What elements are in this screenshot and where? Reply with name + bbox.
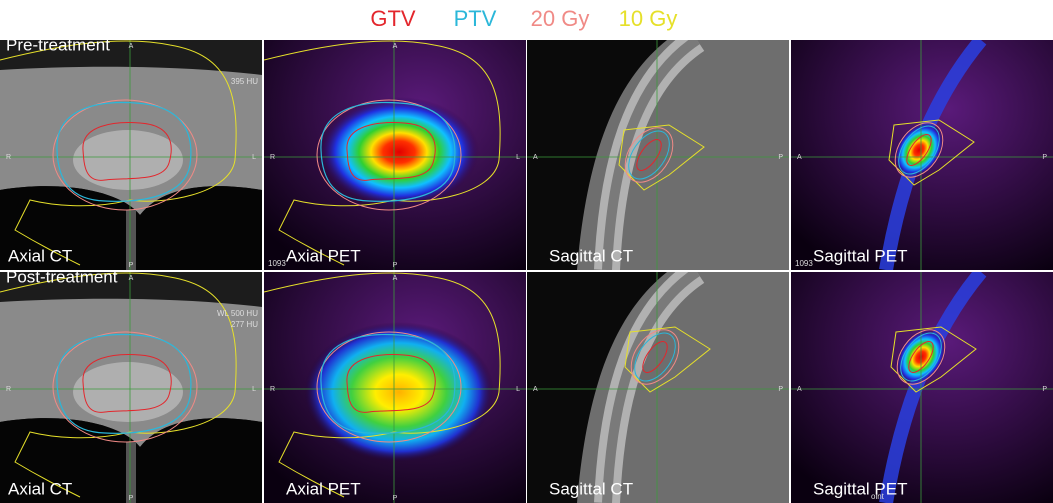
orientation-marker: P bbox=[129, 262, 134, 269]
panel-note: oint bbox=[871, 492, 885, 501]
contour-20gy bbox=[894, 122, 944, 178]
panel-label: Sagittal CT bbox=[549, 246, 633, 265]
contour-ptv bbox=[56, 101, 192, 202]
panel-note: 395 HU bbox=[231, 77, 258, 86]
panel-label: Axial CT bbox=[8, 246, 72, 265]
orientation-marker: P bbox=[129, 495, 134, 502]
legend-item: GTV bbox=[370, 6, 416, 31]
panel: A P 1093 Sagittal PET bbox=[791, 40, 1053, 270]
panel-note: 277 HU bbox=[231, 320, 258, 329]
panel-label: Axial PET bbox=[286, 246, 361, 265]
panel: A P Sagittal CT bbox=[527, 272, 789, 503]
contour-20gy bbox=[52, 99, 198, 211]
contour-gtv bbox=[906, 134, 932, 166]
contour-20gy bbox=[624, 127, 674, 183]
panel-label: Sagittal PET bbox=[813, 246, 908, 265]
orientation-marker: P bbox=[1042, 154, 1047, 161]
spine bbox=[126, 442, 136, 503]
legend-item: 20 Gy bbox=[531, 6, 590, 31]
contour-ptv bbox=[898, 125, 940, 175]
spine bbox=[126, 210, 136, 270]
contour-20gy bbox=[896, 329, 946, 385]
legend-item: 10 Gy bbox=[619, 6, 678, 31]
orientation-marker: A bbox=[797, 386, 802, 393]
contour-ptv bbox=[900, 332, 942, 382]
contour-10gy bbox=[264, 272, 501, 498]
orientation-marker: L bbox=[252, 386, 256, 393]
orientation-marker: P bbox=[778, 386, 783, 393]
panel-note: 1093 bbox=[268, 259, 286, 268]
orientation-marker: L bbox=[252, 154, 256, 161]
contour-gtv bbox=[636, 139, 662, 171]
contour-20gy bbox=[316, 99, 462, 211]
orientation-marker: R bbox=[270, 386, 275, 393]
orientation-marker: A bbox=[129, 275, 134, 282]
orientation-marker: L bbox=[516, 386, 520, 393]
orientation-marker: R bbox=[6, 386, 11, 393]
orientation-marker: L bbox=[516, 154, 520, 161]
orientation-marker: A bbox=[129, 43, 134, 50]
bone bbox=[73, 362, 183, 422]
panel-note: 1093 bbox=[795, 259, 813, 268]
contour-ptv bbox=[634, 332, 676, 382]
contour-10gy bbox=[890, 326, 977, 393]
contour-10gy bbox=[0, 40, 237, 266]
contour-20gy bbox=[52, 331, 198, 443]
contour-10gy bbox=[624, 326, 711, 393]
orientation-marker: A bbox=[393, 275, 398, 282]
panel: A P Sagittal CT bbox=[527, 40, 789, 270]
contour-gtv bbox=[346, 122, 436, 181]
orientation-marker: P bbox=[778, 154, 783, 161]
contour-gtv bbox=[642, 341, 668, 373]
contour-gtv bbox=[82, 354, 172, 413]
contour-20gy bbox=[316, 331, 462, 443]
orientation-marker: R bbox=[270, 154, 275, 161]
orientation-marker: A bbox=[393, 43, 398, 50]
contour-gtv bbox=[82, 122, 172, 181]
contour-gtv bbox=[908, 341, 934, 373]
contour-gtv bbox=[346, 354, 436, 413]
panel: A P R L Axial PET bbox=[264, 272, 526, 503]
air bbox=[527, 40, 667, 270]
air bbox=[527, 272, 667, 503]
row-title: Post-treatment bbox=[6, 267, 118, 286]
row-title: Pre-treatment bbox=[6, 35, 110, 54]
panel-label: Sagittal CT bbox=[549, 479, 633, 498]
bone bbox=[73, 130, 183, 190]
orientation-marker: A bbox=[533, 386, 538, 393]
orientation-marker: A bbox=[533, 154, 538, 161]
panel-label: Sagittal PET bbox=[813, 479, 908, 498]
orientation-marker: P bbox=[393, 262, 398, 269]
contour-ptv bbox=[320, 333, 456, 434]
orientation-marker: P bbox=[393, 495, 398, 502]
legend-item: PTV bbox=[454, 6, 497, 31]
contour-20gy bbox=[630, 329, 680, 385]
contour-ptv bbox=[628, 130, 670, 180]
contour-ptv bbox=[56, 333, 192, 434]
orientation-marker: R bbox=[6, 154, 11, 161]
contour-ptv bbox=[320, 101, 456, 202]
panel-label: Axial CT bbox=[8, 479, 72, 498]
orientation-marker: P bbox=[1042, 386, 1047, 393]
panel: A P R L 1093 Axial PET bbox=[264, 40, 526, 270]
contour-10gy bbox=[618, 124, 705, 191]
contour-10gy bbox=[888, 119, 975, 186]
panel: A P R L 395 HU Axial CT bbox=[0, 40, 262, 270]
contour-10gy bbox=[264, 40, 501, 266]
contour-10gy bbox=[0, 272, 237, 498]
panel: A P R L WL 500 HU 277 HU Axial CT bbox=[0, 272, 262, 503]
orientation-marker: A bbox=[797, 154, 802, 161]
panel-label: Axial PET bbox=[286, 479, 361, 498]
panel-note: WL 500 HU bbox=[217, 309, 258, 318]
uptake bbox=[894, 122, 944, 178]
uptake bbox=[304, 322, 494, 462]
